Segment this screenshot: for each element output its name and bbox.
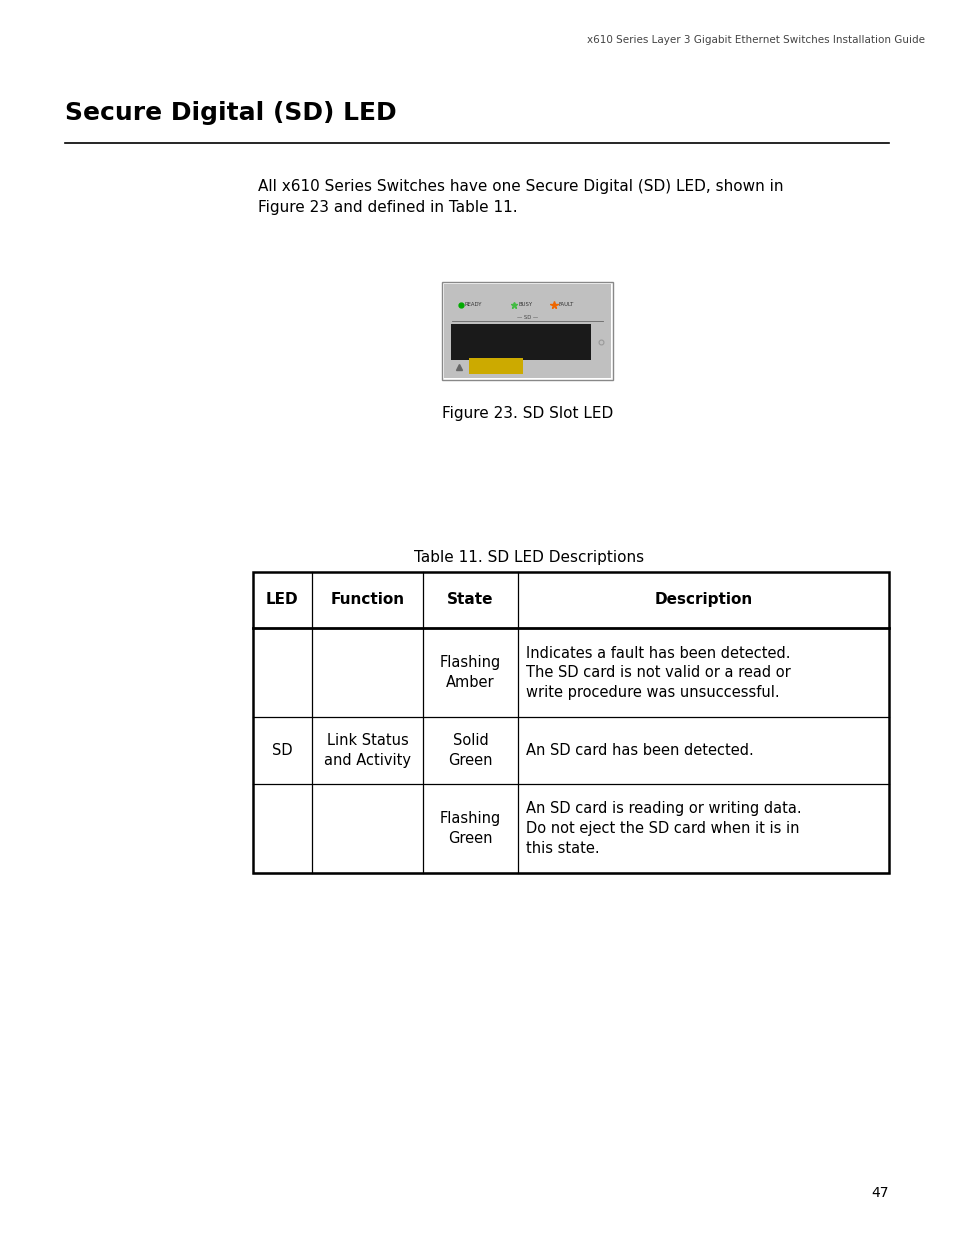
Text: BUSY: BUSY <box>517 303 532 308</box>
Text: State: State <box>447 593 493 608</box>
Text: Link Status
and Activity: Link Status and Activity <box>324 734 411 768</box>
Text: Flashing
Green: Flashing Green <box>439 811 500 846</box>
Text: Description: Description <box>654 593 752 608</box>
Text: Secure Digital (SD) LED: Secure Digital (SD) LED <box>65 101 396 125</box>
Text: All x610 Series Switches have one Secure Digital (SD) LED, shown in
Figure 23 an: All x610 Series Switches have one Secure… <box>257 179 782 215</box>
Text: An SD card is reading or writing data.
Do not eject the SD card when it is in
th: An SD card is reading or writing data. D… <box>525 802 801 856</box>
Text: Solid
Green: Solid Green <box>448 734 492 768</box>
Text: 47: 47 <box>871 1187 888 1200</box>
Text: READY: READY <box>464 303 482 308</box>
Text: Flashing
Amber: Flashing Amber <box>439 656 500 690</box>
Text: SD: SD <box>272 743 293 758</box>
Bar <box>444 284 611 378</box>
Text: LED: LED <box>266 593 298 608</box>
Text: Function: Function <box>331 593 404 608</box>
Text: FAULT: FAULT <box>558 303 573 308</box>
Bar <box>451 325 590 361</box>
Text: — SD —: — SD — <box>517 315 537 320</box>
Text: An SD card has been detected.: An SD card has been detected. <box>525 743 753 758</box>
Bar <box>469 358 522 374</box>
Text: Figure 23. SD Slot LED: Figure 23. SD Slot LED <box>441 406 613 421</box>
Bar <box>253 572 888 873</box>
Bar <box>441 282 613 380</box>
Text: Indicates a fault has been detected.
The SD card is not valid or a read or
write: Indicates a fault has been detected. The… <box>525 646 789 700</box>
Text: x610 Series Layer 3 Gigabit Ethernet Switches Installation Guide: x610 Series Layer 3 Gigabit Ethernet Swi… <box>587 35 924 44</box>
Text: Table 11. SD LED Descriptions: Table 11. SD LED Descriptions <box>414 550 644 564</box>
